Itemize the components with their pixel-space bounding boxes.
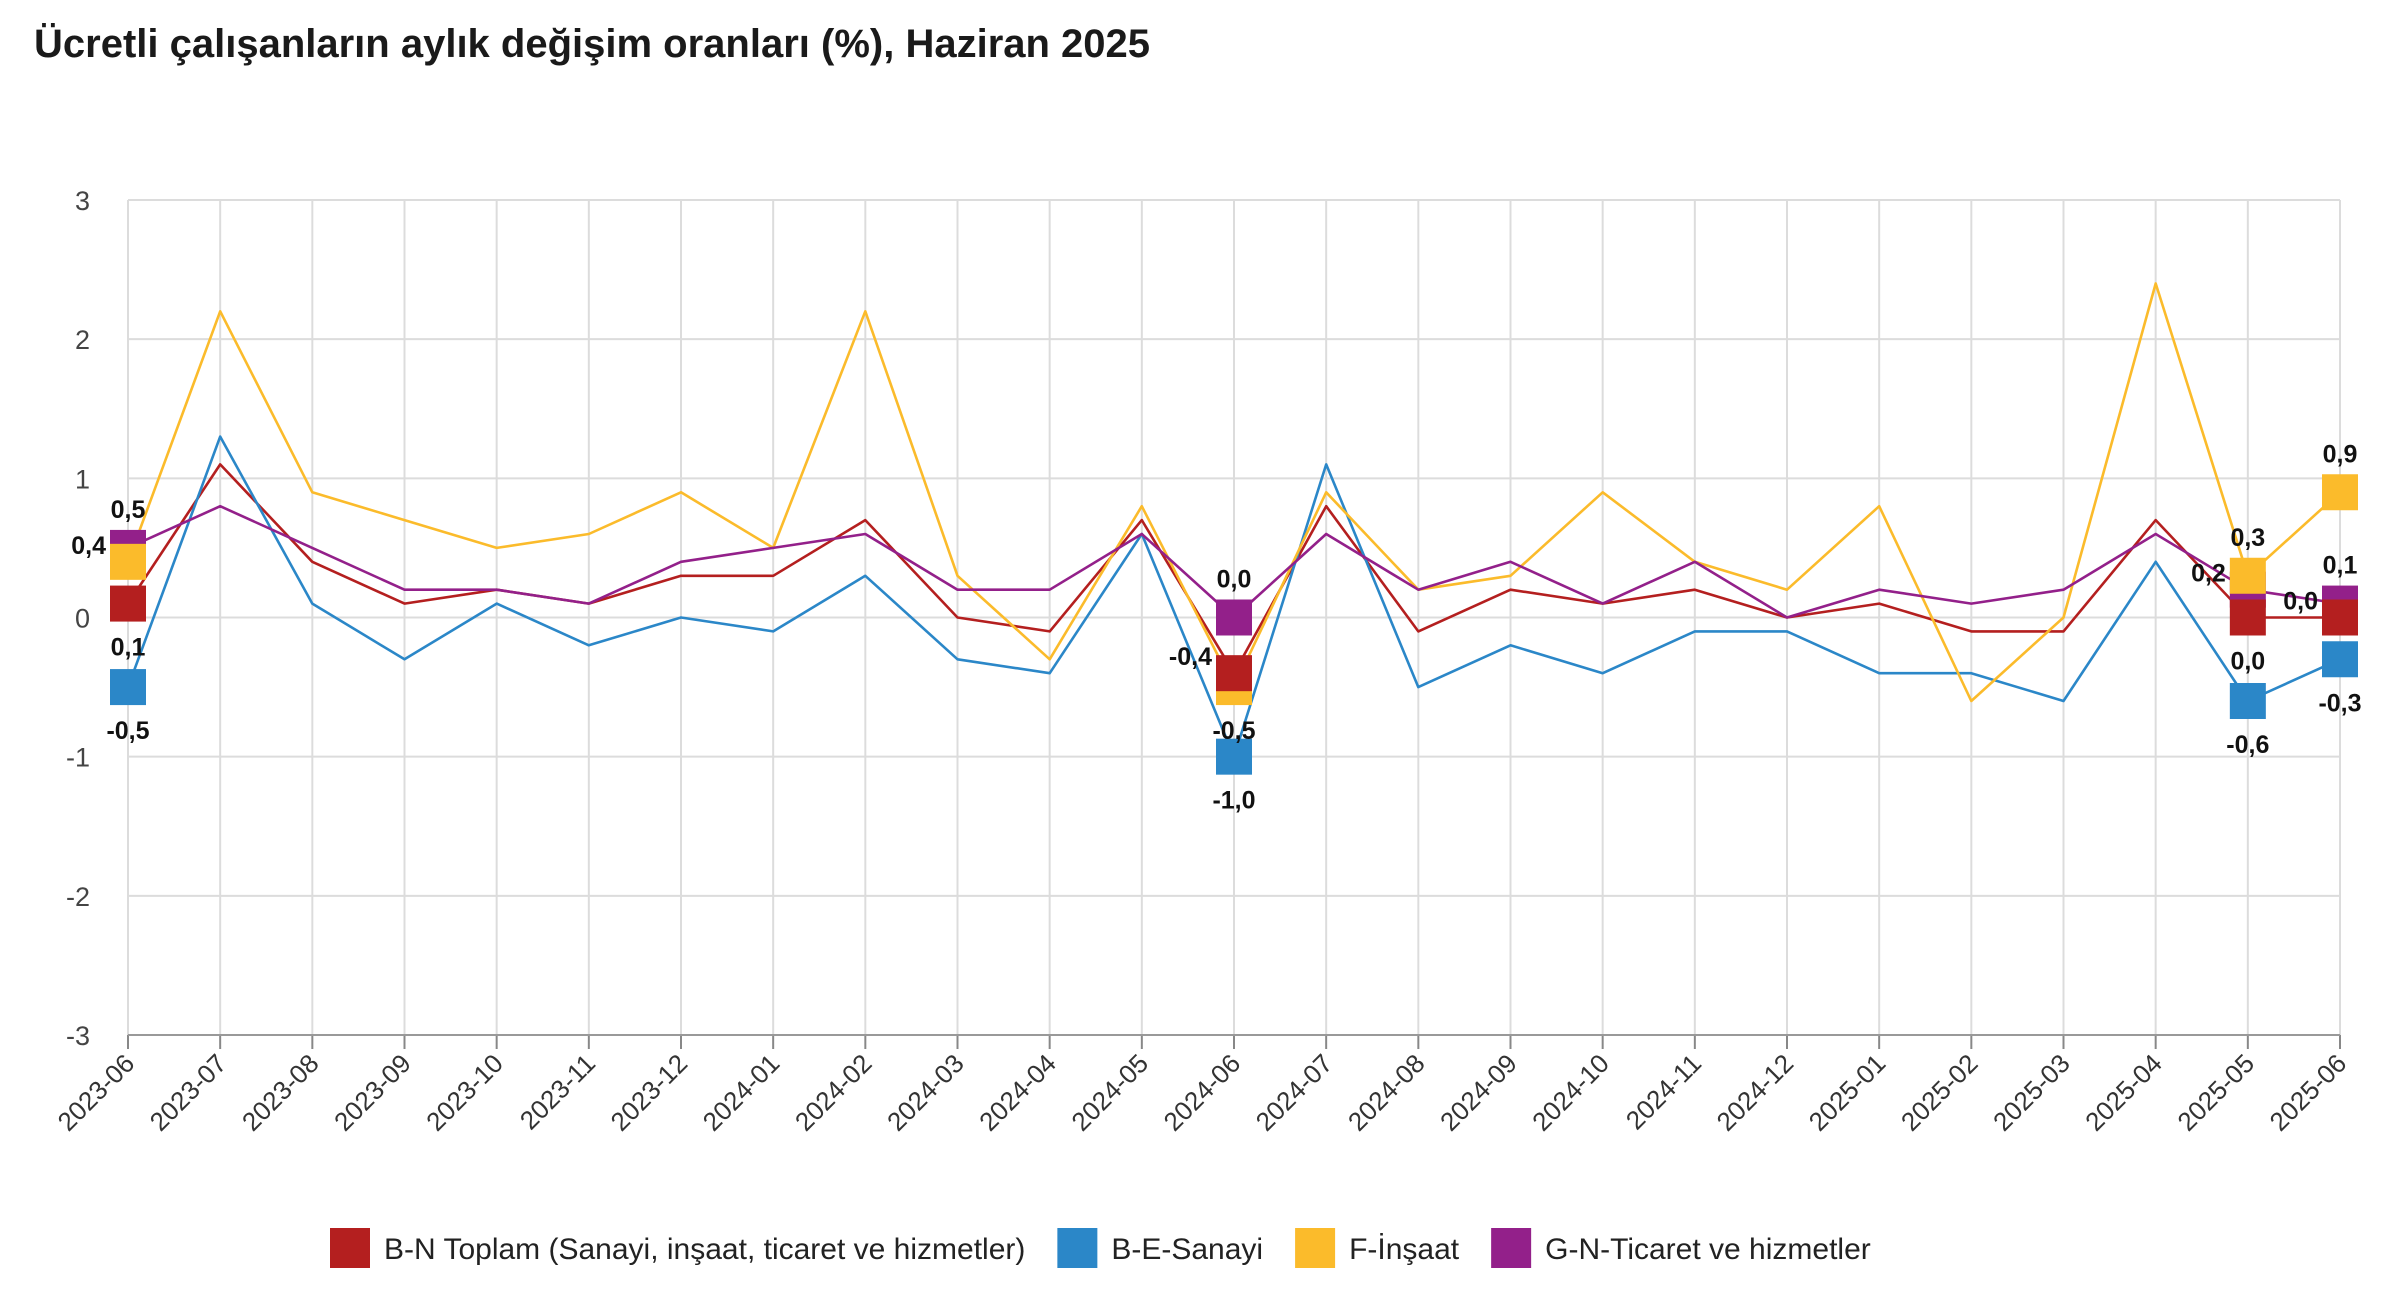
y-tick-label: -3 (66, 1021, 90, 1051)
marker-square (110, 585, 146, 622)
marker-square (2229, 599, 2266, 636)
series-markers (110, 474, 2358, 775)
x-tick-label: 2023-11 (514, 1048, 601, 1135)
x-tick-label: 2023-09 (328, 1048, 417, 1137)
marker-square (2322, 474, 2358, 511)
marker-square (1216, 655, 1252, 692)
data-label: 0,0 (2283, 588, 2318, 616)
marker-square (2322, 599, 2358, 636)
legend: B-N Toplam (Sanayi, inşaat, ticaret ve h… (330, 1228, 1871, 1268)
x-tick-label: 2025-04 (2079, 1048, 2168, 1137)
data-label: -0,4 (1169, 643, 1212, 671)
legend-label: G-N-Ticaret ve hizmetler (1545, 1233, 1871, 1266)
marker-square (2229, 557, 2266, 594)
legend-swatch (1295, 1228, 1336, 1268)
data-label: 0,9 (2323, 440, 2358, 468)
marker-square (110, 669, 146, 706)
data-label: 0,2 (2191, 560, 2226, 588)
marker-square (2322, 641, 2358, 678)
legend-label: B-N Toplam (Sanayi, inşaat, ticaret ve h… (384, 1233, 1025, 1266)
data-label: -0,5 (106, 717, 149, 745)
marker-square (2229, 683, 2266, 719)
grid (127, 199, 2341, 1036)
legend-label: B-E-Sanayi (1111, 1233, 1263, 1266)
data-label: -1,0 (1212, 787, 1255, 815)
x-tick-label: 2024-11 (1620, 1048, 1707, 1135)
data-label: -0,6 (2226, 731, 2269, 759)
legend-label: F-İnşaat (1349, 1233, 1460, 1266)
x-tick-label: 2023-07 (144, 1048, 233, 1137)
x-tick-label: 2023-12 (605, 1048, 694, 1137)
data-label: 0,1 (111, 634, 146, 662)
x-tick-label: 2024-07 (1250, 1048, 1339, 1137)
legend-swatch (1057, 1228, 1098, 1268)
x-tick-label: 2024-09 (1434, 1048, 1523, 1137)
x-tick-label: 2024-04 (973, 1048, 1062, 1137)
y-tick-label: -2 (66, 882, 90, 912)
y-tick-label: 3 (75, 186, 90, 216)
marker-square (1216, 738, 1252, 775)
x-tick-label: 2023-08 (236, 1048, 325, 1137)
y-tick-label: 0 (75, 604, 90, 634)
legend-swatch (330, 1228, 370, 1268)
x-tick-label: 2025-06 (2264, 1048, 2353, 1137)
data-label: 0,3 (2230, 524, 2265, 552)
marker-square (1216, 599, 1252, 636)
chart-title: Ücretli çalışanların aylık değişim oranl… (34, 22, 1151, 66)
y-tick-label: 1 (75, 464, 90, 494)
x-tick-label: 2024-12 (1711, 1048, 1800, 1137)
x-tick-label: 2023-10 (420, 1048, 509, 1137)
data-label: 0,0 (1217, 566, 1252, 594)
legend-swatch (1491, 1228, 1532, 1268)
x-tick-label: 2025-01 (1803, 1048, 1892, 1137)
x-tick-label: 2024-10 (1526, 1048, 1615, 1137)
x-tick-label: 2024-05 (1065, 1048, 1154, 1137)
y-tick-label: -1 (66, 743, 90, 773)
x-tick-label: 2023-06 (52, 1048, 141, 1137)
data-label: 0,5 (111, 496, 146, 524)
data-label: 0,4 (71, 532, 106, 560)
marker-square (110, 543, 146, 580)
data-label: 0,1 (2323, 552, 2358, 580)
y-tick-label: 2 (75, 325, 90, 355)
x-tick-label: 2025-05 (2171, 1048, 2260, 1137)
data-labels: 0,50,4 0,1 -0,5 0,0 -0,4 -0,5 -1,0 0,30,2 0,0 -0,… (71, 440, 2361, 814)
x-tick-label: 2024-01 (697, 1048, 786, 1137)
x-tick-label: 2024-02 (789, 1048, 878, 1137)
data-label: 0,0 (2230, 648, 2265, 676)
x-tick-label: 2024-03 (881, 1048, 970, 1137)
data-label: -0,3 (2318, 689, 2361, 717)
data-label: -0,5 (1212, 717, 1255, 745)
x-tick-label: 2025-02 (1895, 1048, 1984, 1137)
x-tick-label: 2024-06 (1158, 1048, 1247, 1137)
x-tick-label: 2024-08 (1342, 1048, 1431, 1137)
x-tick-label: 2025-03 (1987, 1048, 2076, 1137)
